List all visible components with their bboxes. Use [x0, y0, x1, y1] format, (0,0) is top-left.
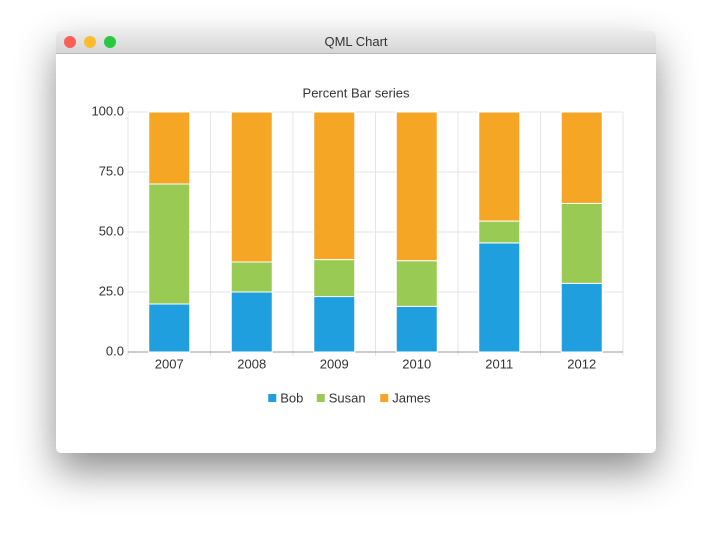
bar-segment — [478, 242, 521, 353]
x-tick-label: 2008 — [237, 356, 266, 371]
x-tick-label: 2007 — [155, 356, 184, 371]
bar-segment — [148, 303, 191, 353]
bar-segment — [395, 260, 438, 307]
y-tick-label: 25.0 — [99, 283, 124, 298]
legend-label: Bob — [280, 390, 303, 405]
bar-segment — [313, 259, 356, 298]
bar-segment — [230, 111, 273, 263]
x-tick-label: 2012 — [567, 356, 596, 371]
bar-segment — [230, 261, 273, 293]
x-tick-label: 2011 — [485, 356, 513, 371]
bar-segment — [148, 183, 191, 305]
y-tick-label: 0.0 — [106, 343, 124, 358]
legend-marker — [380, 394, 389, 402]
title-bar: QML Chart — [56, 31, 656, 54]
legend-marker — [268, 394, 277, 402]
close-button[interactable] — [64, 36, 76, 48]
chart-title: Percent Bar series — [303, 85, 410, 100]
bar-segment — [395, 305, 438, 353]
bar-segment — [560, 202, 603, 284]
x-tick-label: 2010 — [402, 356, 431, 371]
legend-label: Susan — [329, 390, 366, 405]
bar-segment — [478, 220, 521, 244]
y-tick-label: 50.0 — [99, 223, 124, 238]
bar-segment — [230, 291, 273, 353]
y-tick-label: 75.0 — [99, 163, 124, 178]
minimize-button[interactable] — [84, 36, 96, 48]
bar-segment — [560, 282, 603, 353]
y-tick-label: 100.0 — [91, 103, 124, 118]
zoom-button[interactable] — [104, 36, 116, 48]
bar-segment — [313, 111, 356, 261]
bar-segment — [560, 111, 603, 204]
legend-marker — [316, 394, 325, 402]
bar-segment — [395, 111, 438, 262]
window-title: QML Chart — [324, 34, 388, 49]
bar-segment — [313, 296, 356, 353]
x-tick-label: 2009 — [320, 356, 349, 371]
bar-segment — [478, 111, 521, 222]
bar-segment — [148, 111, 191, 185]
legend-label: James — [392, 390, 431, 405]
